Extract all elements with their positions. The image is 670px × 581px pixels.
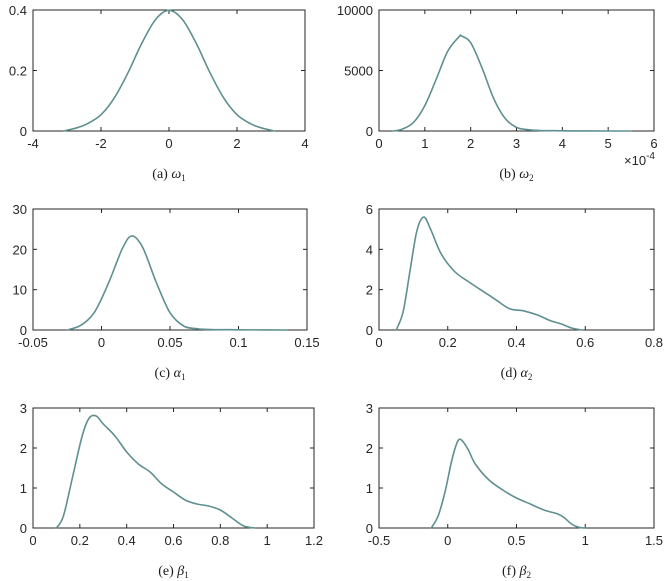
- y-tick-label: 0.4: [9, 3, 27, 18]
- x-tick-label: 0.5: [507, 533, 525, 548]
- y-tick-label: 0: [20, 521, 27, 536]
- x-tick-label: 0: [29, 533, 36, 548]
- x-tick-label: 0: [375, 335, 382, 350]
- x-tick-label: 0.8: [645, 335, 663, 350]
- x-tick-label: 2: [467, 136, 474, 151]
- x-tick-label: 0.2: [71, 533, 89, 548]
- x-tick-label: 1: [582, 533, 589, 548]
- y-tick-label: 3: [366, 401, 373, 416]
- density-curve: [66, 235, 288, 331]
- panel-caption: (f) β2: [502, 564, 531, 580]
- density-curve: [392, 34, 632, 132]
- x-tick-label: 0.4: [507, 335, 525, 350]
- x-tick-label: 1.2: [305, 533, 323, 548]
- x-tick-label: 6: [650, 136, 657, 151]
- x-tick-label: 0.2: [439, 335, 457, 350]
- y-tick-label: 20: [13, 242, 27, 257]
- x-tick-label: 0: [165, 136, 172, 151]
- x-tick-label: 4: [301, 136, 308, 151]
- y-tick-label: 5000: [344, 64, 373, 79]
- x-tick-label: 0.6: [576, 335, 594, 350]
- panel-caption: (e) β1: [158, 564, 189, 580]
- y-tick-label: 2: [366, 441, 373, 456]
- x-tick-label: 0.1: [229, 335, 247, 350]
- panel-a: -4 -2 0 2 4 0 0.2 0.4 (a) ω1: [9, 3, 309, 183]
- y-tick-label: 0: [366, 323, 373, 338]
- density-curve: [62, 9, 276, 132]
- y-tick-label: 2: [20, 441, 27, 456]
- x-tick-label: 0.15: [294, 335, 319, 350]
- x-tick-label: -0.5: [368, 533, 390, 548]
- density-curve: [55, 414, 257, 529]
- x-tick-label: -2: [95, 136, 107, 151]
- x-tick-label: 0.6: [164, 533, 182, 548]
- panel-e: 0 0.2 0.4 0.6 0.8 1 1.2 0 1 2 3 (e) β1: [20, 401, 323, 580]
- x-tick-label: 2: [233, 136, 240, 151]
- x-tick-label: -4: [27, 136, 39, 151]
- y-tick-label: 1: [20, 481, 27, 496]
- x-tick-label: 0.8: [211, 533, 229, 548]
- x-tick-label: 0.4: [118, 533, 136, 548]
- y-tick-label: 0.2: [9, 64, 27, 79]
- x-exponent-label: ×10-4: [624, 151, 655, 168]
- y-tick-label: 0: [366, 124, 373, 139]
- panel-caption: (d) α2: [501, 366, 533, 382]
- y-tick-label: 4: [366, 242, 373, 257]
- density-curve: [430, 438, 587, 529]
- y-tick-label: 3: [20, 401, 27, 416]
- panel-caption: (c) α1: [155, 366, 186, 382]
- plot-frame: [378, 407, 655, 529]
- y-tick-label: 0: [20, 124, 27, 139]
- y-tick-label: 2: [366, 283, 373, 298]
- y-tick-label: 10000: [337, 3, 373, 18]
- x-tick-label: 1: [421, 136, 428, 151]
- x-tick-label: 1.5: [645, 533, 663, 548]
- x-tick-label: 0.05: [157, 335, 182, 350]
- panel-d: 0 0.2 0.4 0.6 0.8 0 2 4 6 (d) α2: [366, 202, 663, 382]
- plot-frame: [378, 208, 655, 331]
- y-tick-label: 0: [366, 521, 373, 536]
- y-tick-label: 10: [13, 283, 27, 298]
- panel-caption: (a) ω1: [152, 167, 185, 183]
- y-tick-label: 30: [13, 202, 27, 217]
- y-tick-label: 6: [366, 202, 373, 217]
- plot-frame: [32, 9, 306, 132]
- x-tick-label: 0: [98, 335, 105, 350]
- x-tick-label: 1: [264, 533, 271, 548]
- density-curve: [395, 216, 583, 331]
- x-tick-label: 5: [605, 136, 612, 151]
- y-tick-label: 0: [20, 323, 27, 338]
- x-tick-label: 4: [559, 136, 566, 151]
- x-tick-label: 0: [375, 136, 382, 151]
- panel-caption: (b) ω2: [499, 167, 533, 183]
- x-tick-label: -0.05: [18, 335, 48, 350]
- x-tick-label: 0: [444, 533, 451, 548]
- x-tick-label: 3: [513, 136, 520, 151]
- y-tick-label: 1: [366, 481, 373, 496]
- panel-b: 0 1 2 3 4 5 6 0 5000 10000 ×10-4 (b) ω2: [337, 3, 658, 183]
